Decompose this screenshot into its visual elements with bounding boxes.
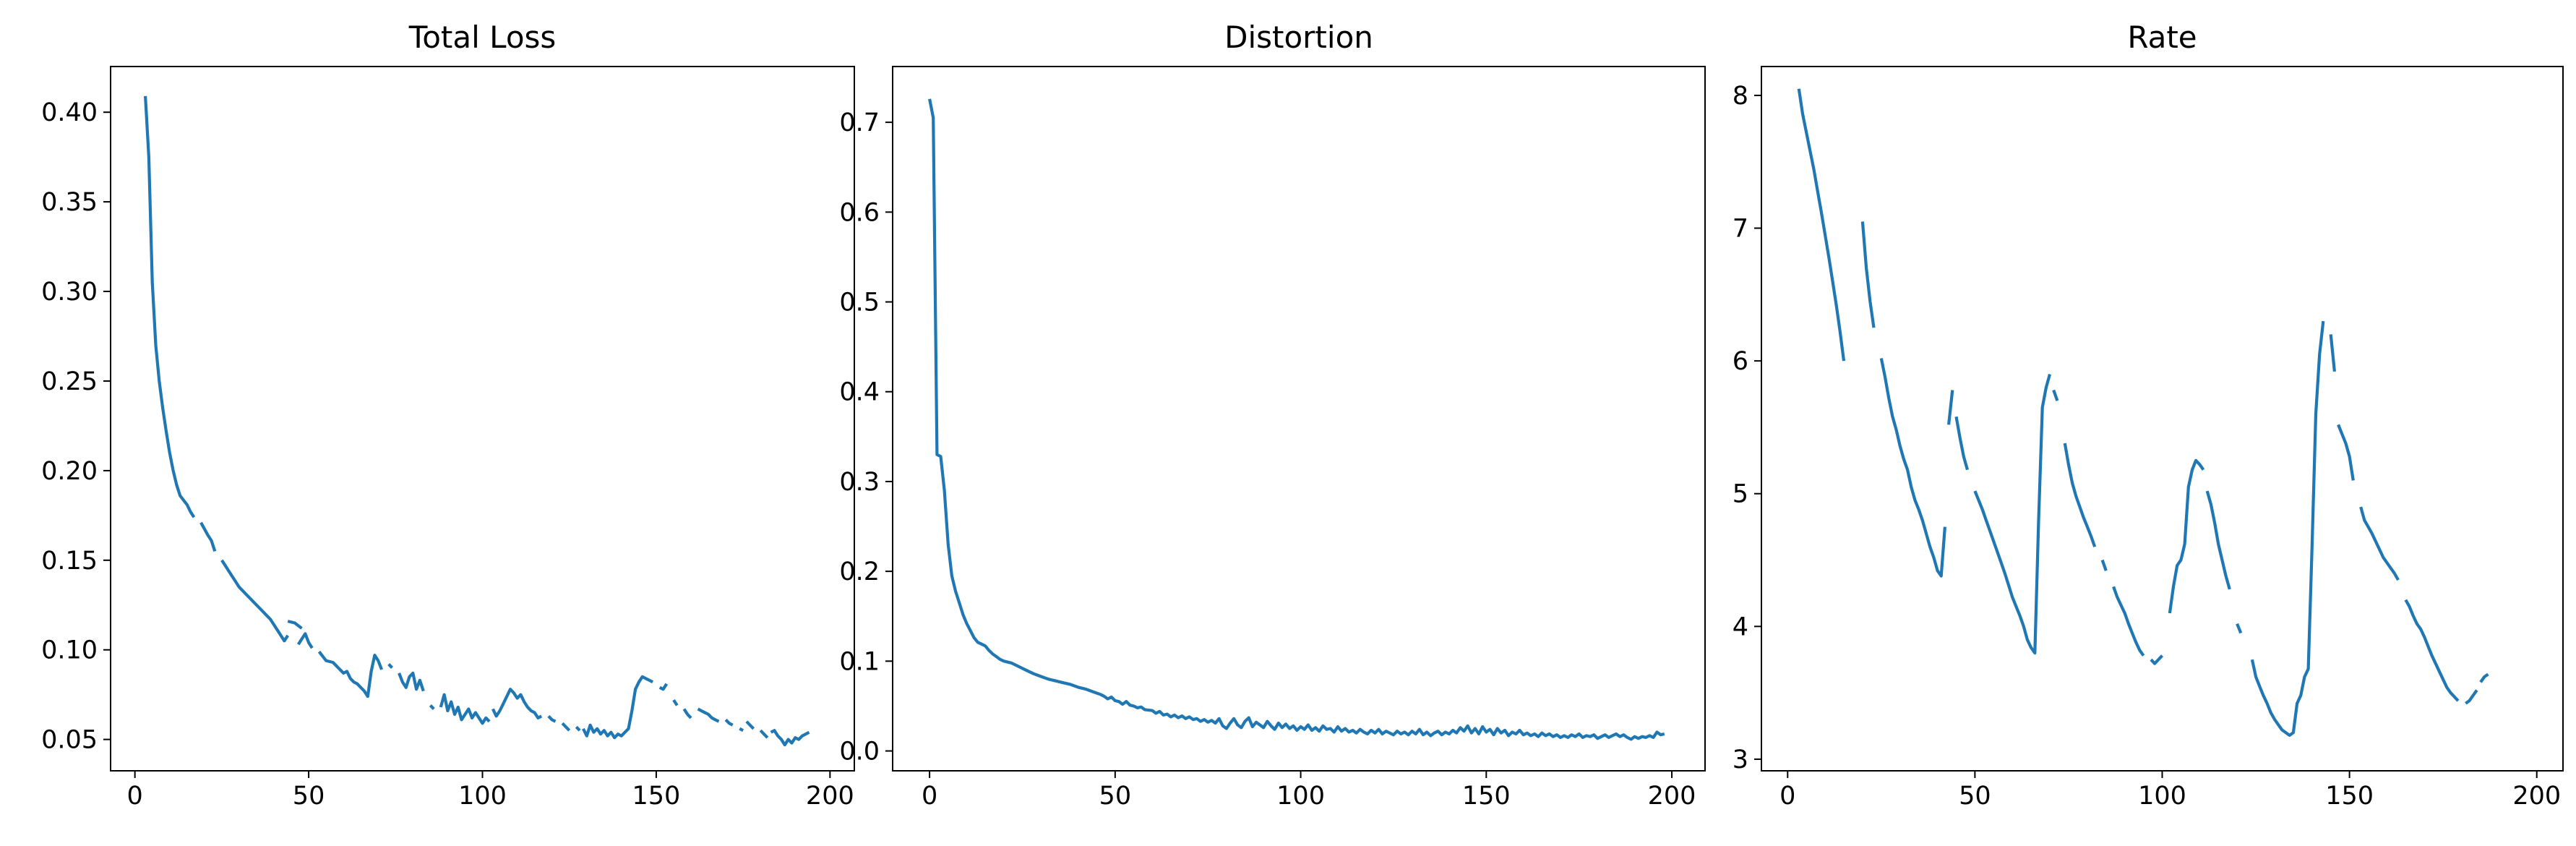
- total-loss-series-line-segment: [387, 663, 394, 669]
- total-loss-x-tick-label: 200: [806, 782, 854, 811]
- distortion-x-tick-label: 100: [1276, 782, 1325, 811]
- distortion-x-tick-label: 200: [1648, 782, 1696, 811]
- rate-x-tick-label: 0: [1779, 782, 1795, 811]
- rate-series-line-segment: [2250, 320, 2325, 737]
- rate-series-line-segment: [1860, 221, 1876, 328]
- rate-x-tick-label: 100: [2138, 782, 2186, 811]
- rate-x-tick-label: 150: [2325, 782, 2374, 811]
- total-loss-y-tick-label: 0.05: [41, 726, 98, 755]
- total-loss-title: Total Loss: [408, 20, 557, 55]
- total-loss-x-tick-label: 50: [293, 782, 325, 811]
- distortion-y-tick-label: 0.3: [839, 468, 880, 497]
- total-loss-series-line-segment: [739, 727, 744, 732]
- rate-y-tick-label: 6: [1733, 347, 1748, 376]
- rate-series-line-segment: [1973, 373, 2052, 655]
- total-loss-series-line-segment: [658, 683, 669, 691]
- total-loss-x-tick-label: 0: [127, 782, 143, 811]
- distortion-x-tick-label: 0: [922, 782, 937, 811]
- total-loss-y-tick-label: 0.10: [41, 636, 98, 665]
- rate-series-line-segment: [2236, 623, 2243, 634]
- total-loss-series-line-segment: [491, 688, 543, 719]
- rate-series-line-segment: [2329, 334, 2336, 372]
- rate-series-line-segment: [2112, 586, 2145, 657]
- subplot-total-loss: 0 50 100 150 200 0.05 0.10 0.15 0.20 0.25 0.30 0.35…: [41, 20, 855, 811]
- rate-series-line-segment: [2479, 672, 2489, 683]
- total-loss-series-line-segment: [439, 693, 491, 725]
- rate-y-tick-label: 4: [1733, 612, 1748, 641]
- total-loss-series-line-segment: [697, 707, 720, 723]
- rate-series-line-segment: [2150, 654, 2164, 665]
- subplot-rate: 0 50 100 150 200 3 4 5 6 7 8 Rate: [1733, 20, 2564, 811]
- rate-series-line-segment: [2205, 490, 2231, 590]
- distortion-x-tick-label: 150: [1462, 782, 1511, 811]
- distortion-y-tick-label: 0.1: [839, 647, 880, 676]
- total-loss-series-line-segment: [317, 650, 384, 698]
- total-loss-series-line-segment: [144, 95, 196, 518]
- total-loss-x-tick-label: 150: [632, 782, 681, 811]
- total-loss-y-tick-label: 0.25: [41, 367, 98, 396]
- distortion-axes-frame: [892, 66, 1706, 772]
- rate-title: Rate: [2127, 20, 2197, 55]
- total-loss-series-line-segment: [296, 632, 314, 649]
- rate-y-tick-label: 3: [1733, 745, 1748, 774]
- distortion-series-line-segment: [928, 98, 1665, 741]
- rate-y-tick-label: 5: [1733, 480, 1748, 509]
- distortion-title: Distortion: [1224, 20, 1373, 55]
- total-loss-x-tick-label: 100: [458, 782, 507, 811]
- rate-series-line-segment: [2052, 389, 2059, 401]
- total-loss-series-line-segment: [220, 559, 289, 643]
- rate-series-line-segment: [1954, 416, 1970, 471]
- rate-series-line-segment: [2465, 689, 2478, 705]
- distortion-x-tick-label: 50: [1099, 782, 1132, 811]
- total-loss-series-line-segment: [759, 729, 769, 739]
- total-loss-series-line-segment: [770, 729, 810, 747]
- rate-series-line-segment: [1797, 88, 1846, 362]
- distortion-y-tick-label: 0.7: [839, 108, 880, 137]
- total-loss-y-tick-label: 0.15: [41, 547, 98, 576]
- rate-x-tick-label: 50: [1959, 782, 1991, 811]
- distortion-y-tick-label: 0.4: [839, 378, 880, 407]
- total-loss-y-tick-label: 0.30: [41, 278, 98, 307]
- rate-series-line-segment: [1947, 390, 1954, 425]
- total-loss-series-line-segment: [398, 671, 425, 692]
- total-loss-series-line-segment: [582, 675, 654, 740]
- distortion-y-tick-label: 0.5: [839, 289, 880, 317]
- total-loss-y-tick-label: 0.40: [41, 98, 98, 127]
- rate-series-line-segment: [1879, 358, 1946, 578]
- total-loss-series-line-segment: [724, 718, 734, 727]
- rate-series-line-segment: [2168, 458, 2205, 614]
- total-loss-series-line-segment: [561, 722, 571, 732]
- total-loss-series-line-segment: [429, 704, 435, 710]
- rate-y-tick-label: 8: [1733, 82, 1748, 111]
- rate-y-tick-label: 7: [1733, 215, 1748, 244]
- total-loss-y-tick-label: 0.20: [41, 457, 98, 486]
- rate-series-line-segment: [2100, 559, 2108, 571]
- total-loss-series-line-segment: [672, 698, 679, 706]
- rate-series-line-segment: [2404, 599, 2460, 702]
- total-loss-series-line-segment: [199, 521, 217, 552]
- total-loss-series-line-segment: [547, 714, 557, 723]
- total-loss-y-tick-label: 0.35: [41, 188, 98, 217]
- total-loss-series-line-segment: [575, 725, 581, 732]
- rate-series-line-segment: [2359, 506, 2400, 581]
- distortion-y-tick-label: 0.0: [839, 738, 880, 766]
- total-loss-series-line-segment: [287, 620, 303, 630]
- total-loss-series-line-segment: [682, 708, 692, 719]
- distortion-y-tick-label: 0.6: [839, 198, 880, 227]
- total-loss-series-line-segment: [745, 720, 755, 730]
- subplot-distortion: 0 50 100 150 200 0.0 0.1 0.2 0.3 0.4 0.5 0.6 0.7 Dist…: [839, 20, 1706, 811]
- rate-series-line-segment: [2337, 424, 2355, 481]
- rate-x-tick-label: 200: [2512, 782, 2561, 811]
- distortion-y-tick-label: 0.2: [839, 557, 880, 586]
- rate-series-line-segment: [2063, 443, 2097, 547]
